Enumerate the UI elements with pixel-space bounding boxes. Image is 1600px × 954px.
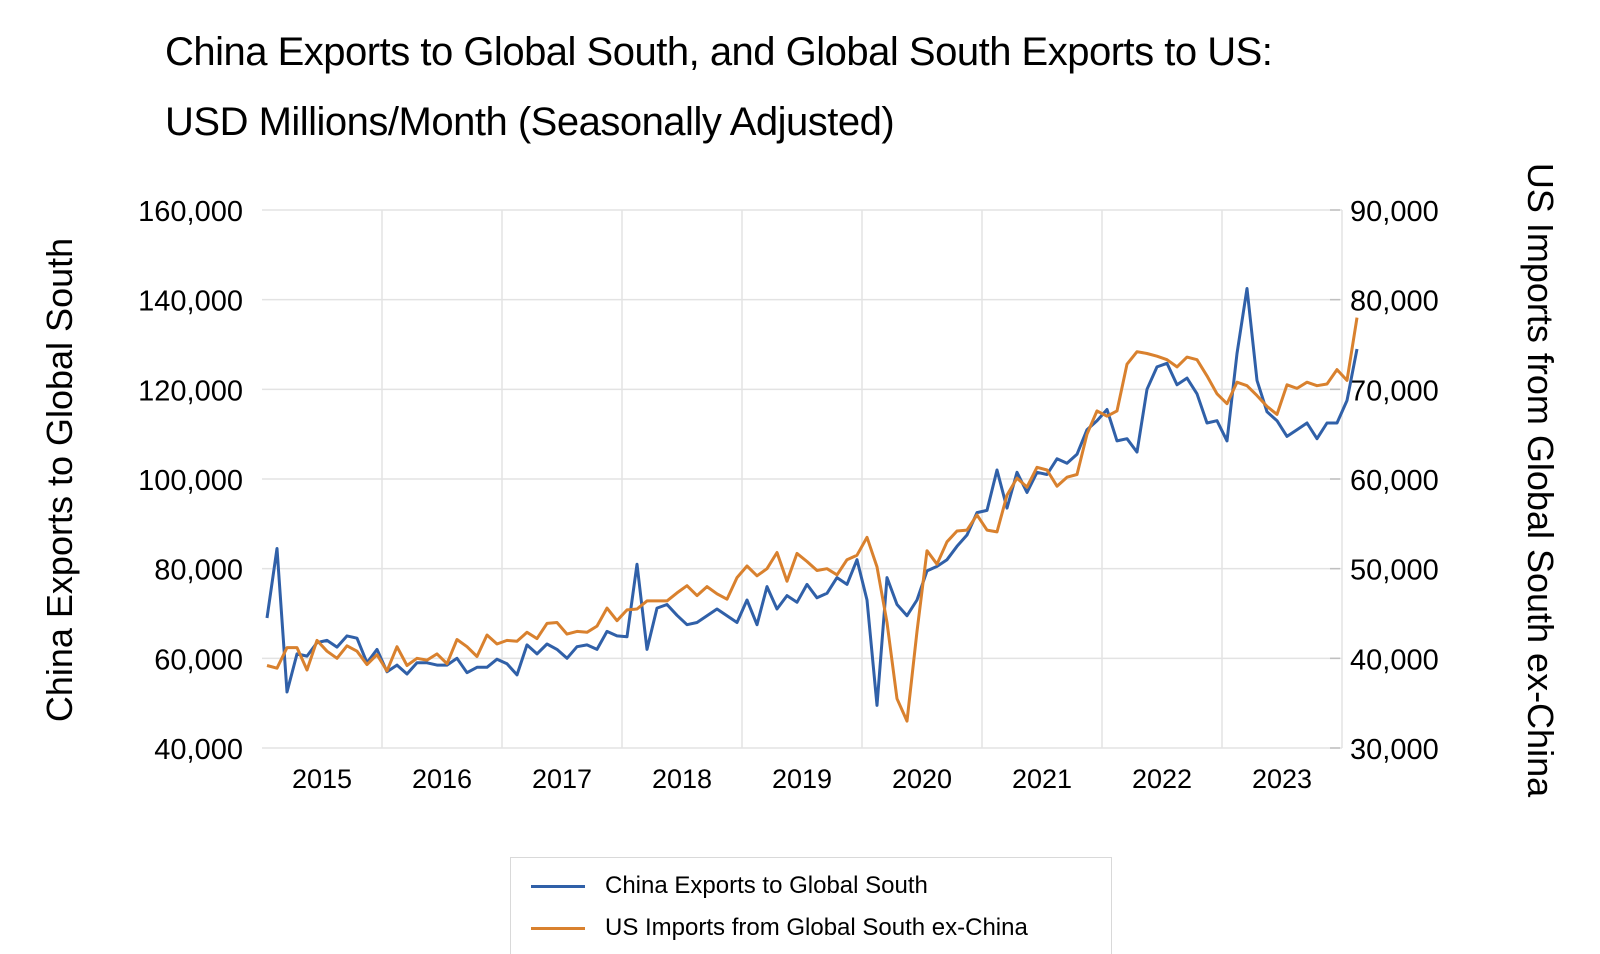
- y-right-tick-label: 60,000: [1350, 465, 1439, 497]
- series-lines: [265, 287, 1359, 723]
- y-right-tick-label: 30,000: [1350, 734, 1439, 766]
- y-right-tick-label: 80,000: [1350, 286, 1439, 318]
- legend-label: US Imports from Global South ex-China: [605, 914, 1028, 941]
- legend: China Exports to Global South US Imports…: [510, 857, 1112, 954]
- y-right-tick-label: 70,000: [1350, 375, 1439, 407]
- y-right-tick-label: 90,000: [1350, 196, 1439, 228]
- y-left-tick-label: 160,000: [138, 196, 243, 228]
- series-line-0: [265, 287, 1359, 707]
- x-tick-label: 2018: [652, 764, 712, 794]
- legend-item-us-imports: US Imports from Global South ex-China: [531, 914, 1028, 942]
- legend-label: China Exports to Global South: [605, 872, 928, 899]
- x-tick-label: 2022: [1132, 764, 1192, 794]
- legend-swatch-orange: [531, 926, 585, 930]
- y-left-tick-label: 100,000: [138, 465, 243, 497]
- y-left-tick-label: 120,000: [138, 375, 243, 407]
- chart-title: China Exports to Global South, and Globa…: [165, 30, 1273, 74]
- x-tick-label: 2020: [892, 764, 952, 794]
- y-left-tick-label: 60,000: [154, 644, 243, 676]
- x-tick-label: 2015: [292, 764, 352, 794]
- x-axis-ticks: 2015 2016 2017 2018 2019 2020 2021 2022 2023: [292, 764, 1312, 794]
- chart-subtitle: USD Millions/Month (Seasonally Adjusted): [165, 100, 895, 144]
- y-left-tick-label: 80,000: [154, 555, 243, 587]
- legend-swatch-blue: [531, 884, 585, 888]
- series-line-1: [266, 317, 1359, 723]
- y-axis-right-ticks: 30,000 40,000 50,000 60,000 70,000 80,000 90,0…: [1330, 196, 1439, 766]
- legend-item-china-exports: China Exports to Global South: [531, 872, 928, 900]
- y-axis-left-title: China Exports to Global South: [39, 237, 80, 723]
- y-axis-left-ticks: 40,000 60,000 80,000 100,000 120,000 140,000 1…: [138, 196, 243, 766]
- x-tick-label: 2021: [1012, 764, 1072, 794]
- x-tick-label: 2023: [1252, 764, 1312, 794]
- gridlines: [262, 209, 1343, 749]
- y-right-tick-label: 40,000: [1350, 644, 1439, 676]
- y-left-tick-label: 40,000: [154, 734, 243, 766]
- x-tick-label: 2016: [412, 764, 472, 794]
- y-axis-right-title: US Imports from Global South ex-China: [1520, 162, 1561, 798]
- x-tick-label: 2017: [532, 764, 592, 794]
- y-left-tick-label: 140,000: [138, 286, 243, 318]
- y-right-tick-label: 50,000: [1350, 555, 1439, 587]
- x-tick-label: 2019: [772, 764, 832, 794]
